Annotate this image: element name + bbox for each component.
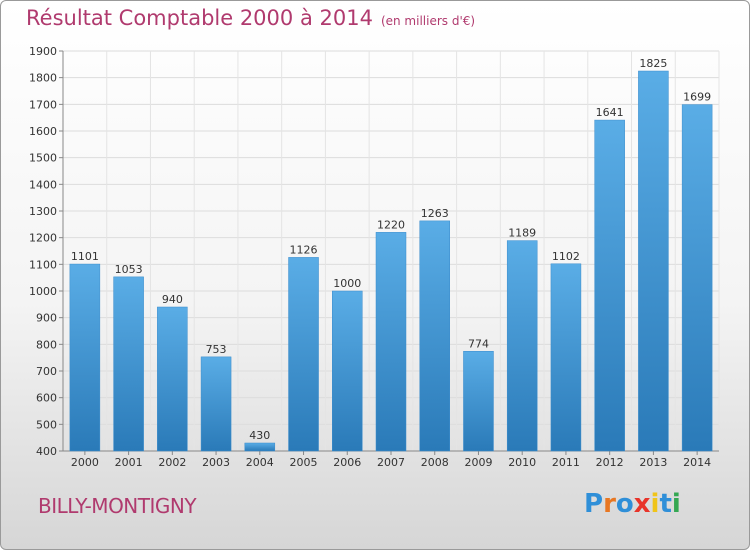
bar-2012 [594,119,625,452]
x-tick-label: 2014 [683,456,711,469]
data-label: 774 [468,337,489,350]
data-label: 1101 [71,250,99,263]
data-label: 1102 [552,250,580,263]
y-tick-label: 1900 [29,45,57,58]
x-tick-label: 2003 [202,456,230,469]
x-tick-label: 2000 [71,456,99,469]
logo-letter: P [584,489,604,519]
y-tick-label: 600 [36,392,57,405]
y-tick-label: 500 [36,418,57,431]
x-tick-label: 2008 [421,456,449,469]
bar-2004 [244,442,276,452]
proxiti-logo[interactable]: Proxiti [584,489,681,519]
x-tick-label: 2001 [115,456,143,469]
bar-2010 [506,240,538,452]
logo-letter: i [671,489,681,519]
bar-2006 [332,290,363,452]
y-tick-label: 800 [36,338,57,351]
axes: 400 500 600 700 800 900 1000 1100 1200 1300 1400 15… [29,45,719,469]
data-label: 1000 [333,277,361,290]
bars [69,70,713,452]
x-tick-label: 2010 [508,456,536,469]
data-label: 1220 [377,218,405,231]
x-tick-label: 2002 [158,456,186,469]
x-tick-label: 2009 [464,456,492,469]
bar-2013 [638,70,669,452]
y-tick-label: 1300 [29,205,57,218]
logo-letter: i [650,489,660,519]
x-tick-label: 2005 [290,456,318,469]
y-tick-label: 700 [36,365,57,378]
bar-2009 [463,351,494,452]
data-label: 430 [249,429,270,442]
data-label: 1641 [596,106,624,119]
bar-2003 [200,356,232,452]
x-tick-label: 2007 [377,456,405,469]
y-tick-label: 1700 [29,98,57,111]
x-tick-label: 2006 [333,456,361,469]
bar-2001 [113,276,144,452]
y-tick-label: 400 [36,445,57,458]
chart-title: Résultat Comptable 2000 à 2014 [26,6,373,30]
data-label: 940 [162,293,183,306]
bar-2011 [550,263,582,452]
x-tick-label: 2004 [246,456,274,469]
y-tick-label: 900 [36,312,57,325]
bar-2002 [157,306,188,452]
x-tick-label: 2013 [639,456,667,469]
logo-letter: t [659,489,672,519]
y-tick-label: 1600 [29,125,57,138]
bar-2014 [681,104,713,452]
bar-2000 [69,263,101,452]
logo-letter: x [633,489,651,519]
data-label: 1263 [421,207,449,220]
bar-2005 [288,257,319,452]
y-tick-label: 1200 [29,232,57,245]
data-label: 1053 [115,263,143,276]
x-tick-label: 2012 [596,456,624,469]
y-tick-label: 1800 [29,72,57,85]
data-labels: 1101 1053 940 753 430 1126 1000 1220 1263 774 1189… [71,57,711,442]
chart-subtitle: (en milliers d'€) [380,14,476,28]
data-label: 1699 [683,91,711,104]
logo-letter: r [603,489,616,519]
y-tick-label: 1400 [29,178,57,191]
bar-2008 [419,220,450,452]
data-label: 1126 [290,243,318,256]
data-label: 1189 [508,227,536,240]
bar-2007 [375,232,407,452]
y-tick-label: 1500 [29,152,57,165]
chart-title-block: Résultat Comptable 2000 à 2014 (en millie… [26,6,475,30]
y-tick-label: 1000 [29,285,57,298]
place-name: BILLY-MONTIGNY [38,494,197,518]
x-tick-label: 2011 [552,456,580,469]
data-label: 753 [206,343,227,356]
logo-letter: o [615,489,634,519]
y-tick-label: 1100 [29,258,57,271]
data-label: 1825 [639,57,667,70]
